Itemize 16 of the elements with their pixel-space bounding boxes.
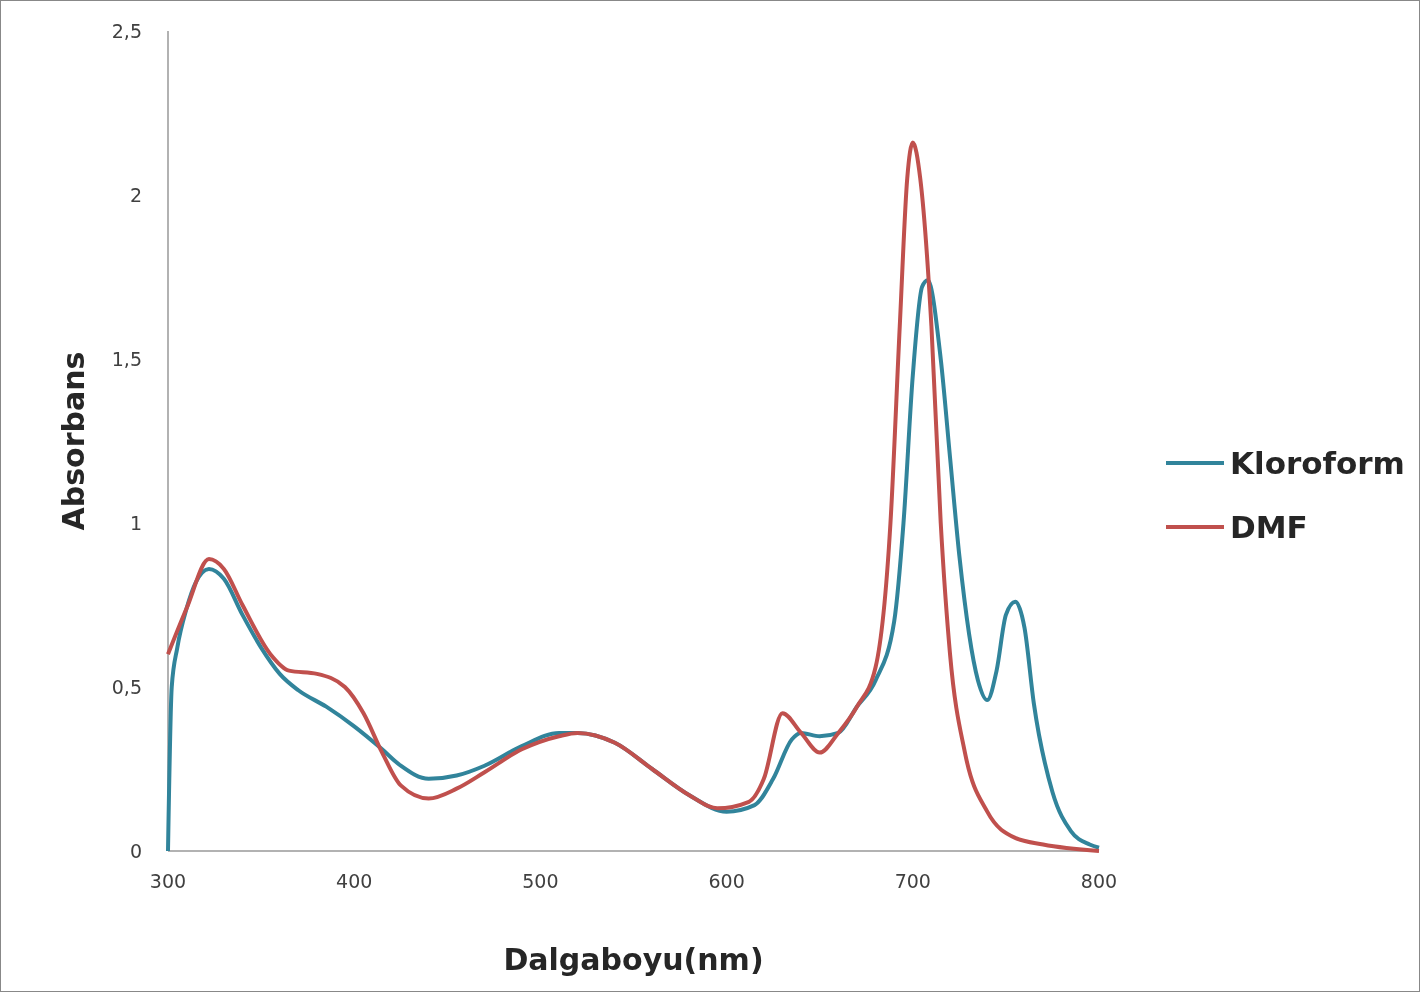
x-tick-label: 500 (522, 870, 559, 892)
y-tick-label: 0 (129, 840, 142, 862)
y-tick-label: 2,5 (111, 20, 142, 42)
y-tick-label: 1,5 (111, 348, 142, 370)
legend-label: DMF (1230, 509, 1308, 545)
y-tick-label: 2 (129, 184, 142, 206)
y-axis-title: Absorbans (56, 351, 91, 531)
y-tick-label: 0,5 (111, 676, 142, 698)
x-tick-label: 300 (149, 870, 187, 892)
legend-label: Kloroform (1230, 445, 1405, 481)
x-tick-label: 400 (336, 870, 373, 892)
x-tick-label: 800 (1080, 870, 1118, 892)
x-axis-title: Dalgaboyu(nm) (503, 942, 764, 977)
x-tick-label: 700 (894, 870, 931, 892)
x-tick-label: 600 (708, 870, 745, 892)
y-tick-label: 1 (129, 512, 142, 534)
